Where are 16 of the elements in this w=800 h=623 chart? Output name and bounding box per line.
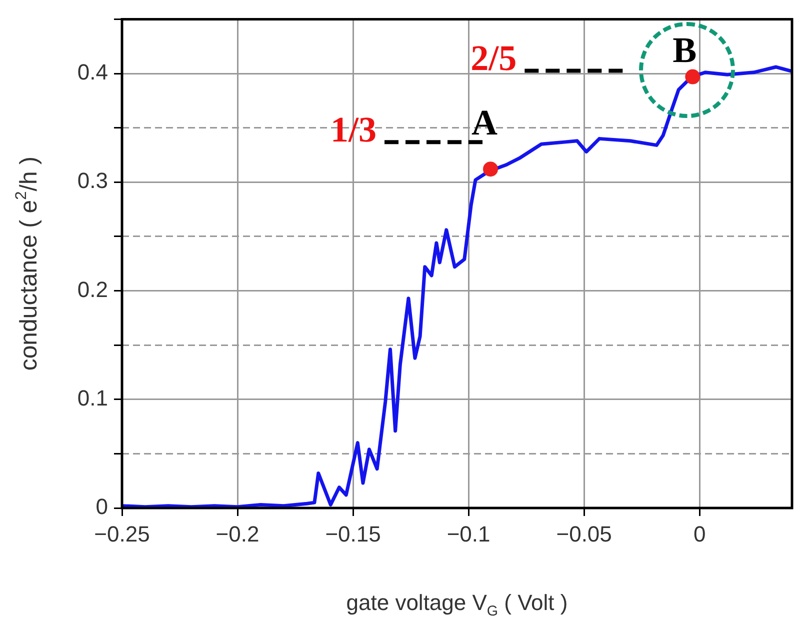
y-tick-label: 0.2 [77, 276, 108, 302]
y-axis-title: conductance ( e2/h ) [12, 156, 43, 371]
annotation: 1/3 [330, 109, 376, 150]
x-tick-label: −0.2 [216, 521, 260, 546]
y-tick-label: 0.4 [77, 60, 108, 85]
annotation: B [672, 30, 697, 70]
y-tick-label: 0.1 [77, 385, 108, 410]
y-tick-label: 0.3 [77, 168, 108, 194]
y-tick-label: 0 [96, 494, 108, 520]
annotation: 2/5 [470, 38, 517, 78]
x-tick-label: 0 [693, 521, 706, 546]
annotation: A [472, 102, 498, 142]
x-tick-label: −0.15 [325, 521, 381, 546]
x-tick-label: −0.1 [446, 521, 490, 546]
x-tick-label: −0.25 [94, 521, 150, 546]
x-tick-label: −0.05 [556, 521, 612, 546]
